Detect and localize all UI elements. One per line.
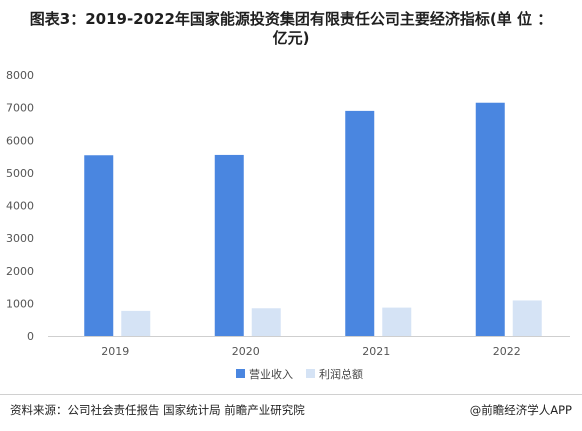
brand-credit: @前瞻经济学人APP [469,403,572,417]
chart-title-line1: 图表3：2019-2022年国家能源投资集团有限责任公司主要经济指标(单 位 ： [29,10,553,28]
y-tick-label: 0 [27,330,34,343]
bar-revenue-2019 [84,155,114,336]
x-tick-label: 2022 [493,345,521,358]
legend-swatch-revenue [236,369,245,378]
x-tick-label: 2020 [232,345,260,358]
bars [84,102,542,336]
bar-revenue-2022 [475,102,505,336]
y-tick-label: 4000 [6,200,34,213]
bar-profit-2020 [251,308,281,336]
legend: 营业收入 利润总额 [236,367,363,381]
y-tick-label: 2000 [6,265,34,278]
chart-title: 图表3：2019-2022年国家能源投资集团有限责任公司主要经济指标(单 位 ：… [0,10,582,48]
source-note: 资料来源：公司社会责任报告 国家统计局 前瞻产业研究院 [10,403,305,417]
y-tick-label: 8000 [6,69,34,82]
footer: 资料来源：公司社会责任报告 国家统计局 前瞻产业研究院 @前瞻经济学人APP [0,400,582,420]
y-tick-label: 3000 [6,232,34,245]
bar-revenue-2021 [345,110,375,336]
bar-profit-2019 [121,310,151,336]
x-tick-label: 2021 [362,345,390,358]
legend-label-profit: 利润总额 [319,367,363,381]
x-tick-label: 2019 [101,345,129,358]
legend-swatch-profit [306,369,315,378]
y-tick-label: 1000 [6,297,34,310]
chart-title-line2: 亿元) [272,29,310,47]
bar-profit-2021 [382,307,412,336]
legend-label-revenue: 营业收入 [249,367,293,381]
x-axis: 2019 2020 2021 2022 [48,336,570,358]
footer-divider [0,394,582,395]
y-tick-label: 7000 [6,102,34,115]
y-tick-label: 5000 [6,167,34,180]
bar-profit-2022 [512,300,542,336]
y-tick-label: 6000 [6,134,34,147]
bar-revenue-2020 [214,154,244,336]
y-axis: 0 1000 2000 3000 4000 5000 6000 7000 8000 [6,69,34,343]
